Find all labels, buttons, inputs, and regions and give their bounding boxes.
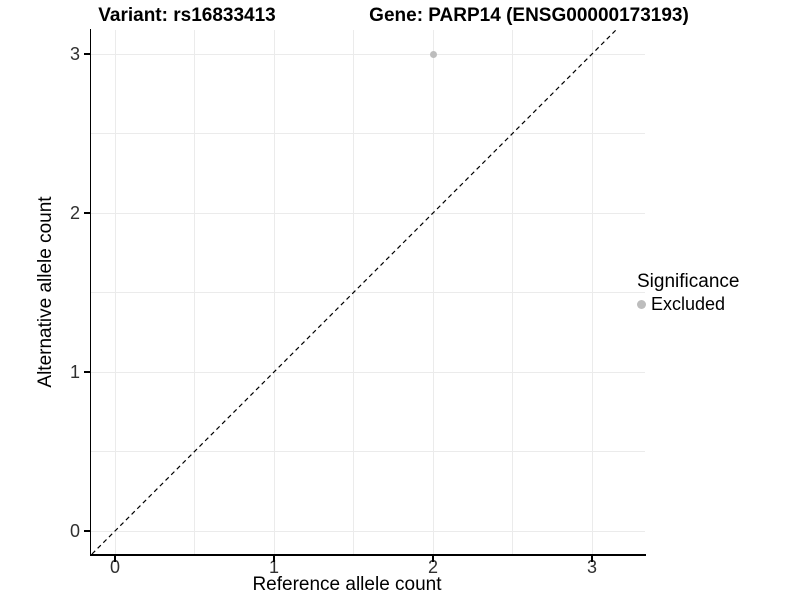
y-tick-label-0: 0 [69, 521, 80, 541]
grid-line-horizontal [91, 371, 645, 373]
legend-title: Significance [637, 271, 740, 292]
x-axis-tick [114, 555, 116, 562]
legend-item-excluded: Excluded [637, 294, 739, 315]
x-tick-label-0: 0 [109, 557, 120, 577]
y-axis-tick [84, 53, 90, 55]
grid-line-horizontal [91, 451, 645, 452]
grid-line-horizontal [91, 530, 645, 532]
data-point-excluded [429, 50, 437, 58]
x-axis-title: Reference allele count [252, 574, 442, 595]
y-tick-label-3: 3 [69, 44, 80, 64]
x-axis-tick [432, 555, 434, 562]
x-axis-line [89, 554, 646, 556]
grid-line-vertical [432, 30, 434, 554]
x-tick-label-2: 2 [427, 557, 438, 577]
grid-line-vertical [591, 30, 593, 554]
grid-line-horizontal [91, 292, 645, 293]
gray-dot-icon [637, 300, 646, 309]
plot-panel [91, 30, 645, 554]
legend-item-label: Excluded [651, 294, 726, 314]
grid-line-horizontal [91, 53, 645, 55]
y-axis-title: Alternative allele count [35, 196, 56, 388]
y-axis-tick [84, 530, 90, 532]
y-axis-tick [84, 371, 90, 373]
x-tick-label-3: 3 [586, 557, 597, 577]
plot-title-variant: Variant: rs16833413 [98, 5, 276, 26]
x-tick-label-1: 1 [268, 557, 279, 577]
identity-reference-line [91, 30, 617, 554]
legend: Significance Excluded [637, 270, 739, 315]
x-axis-tick [591, 555, 593, 562]
x-axis-tick [273, 555, 275, 562]
y-tick-label-2: 2 [69, 203, 80, 223]
y-axis-tick [84, 212, 90, 214]
grid-line-vertical [512, 30, 513, 554]
y-tick-label-1: 1 [69, 362, 80, 382]
plot-title-gene: Gene: PARP14 (ENSG00000173193) [369, 5, 689, 26]
y-axis-line [89, 29, 91, 555]
grid-line-horizontal [91, 133, 645, 134]
grid-line-horizontal [91, 212, 645, 214]
